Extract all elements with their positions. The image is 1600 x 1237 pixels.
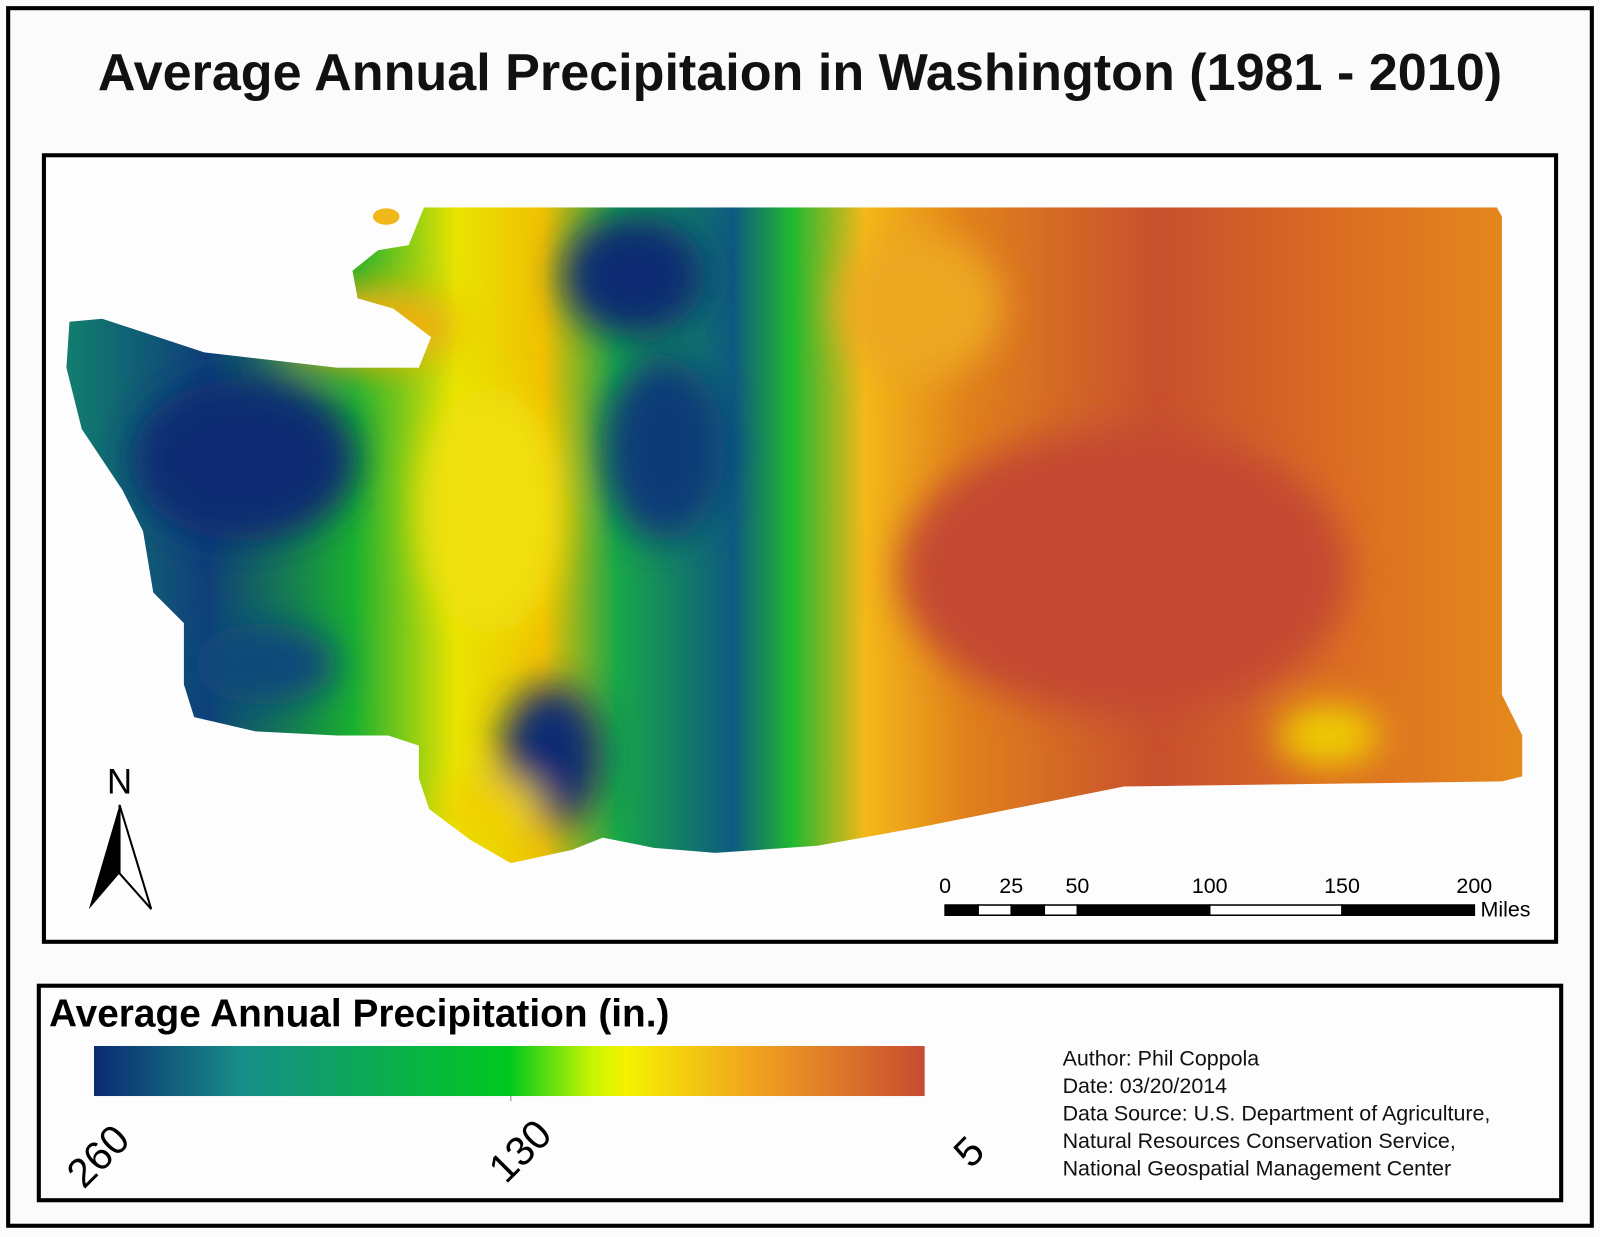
scale-bar-segment bbox=[977, 904, 1013, 917]
scale-bar-label: 100 bbox=[1192, 874, 1228, 898]
map-title: Average Annual Precipitaion in Washingto… bbox=[98, 44, 1502, 102]
scale-bar-segment bbox=[1208, 904, 1343, 917]
scale-bar-label: 0 bbox=[939, 874, 951, 898]
island bbox=[372, 208, 400, 225]
north-label: N bbox=[107, 764, 132, 802]
scale-bar-segment bbox=[1341, 904, 1476, 917]
credit-source-1: Data Source: U.S. Department of Agricult… bbox=[1063, 1102, 1491, 1126]
credit-source-2: Natural Resources Conservation Service, bbox=[1063, 1129, 1456, 1153]
credit-date: Date: 03/20/2014 bbox=[1063, 1074, 1228, 1098]
scale-bar-label: 25 bbox=[999, 874, 1023, 898]
scale-bar-segment bbox=[1043, 904, 1079, 917]
legend-title: Average Annual Precipitation (in.) bbox=[49, 993, 669, 1036]
scale-bar: 0 25 50 100 150 200 bbox=[939, 874, 1492, 917]
scale-bar-label: 200 bbox=[1456, 874, 1492, 898]
scale-bar-label: 50 bbox=[1065, 874, 1089, 898]
scale-bar-segment bbox=[1010, 904, 1046, 917]
scale-bar-label: 150 bbox=[1324, 874, 1360, 898]
scale-bar-segment bbox=[944, 904, 979, 917]
scale-unit: Miles bbox=[1480, 897, 1530, 921]
credit-source-3: National Geospatial Management Center bbox=[1063, 1157, 1452, 1181]
legend-color-ramp bbox=[93, 1045, 925, 1097]
credit-author: Author: Phil Coppola bbox=[1063, 1046, 1260, 1070]
credits: Author: Phil Coppola Date: 03/20/2014 Da… bbox=[1063, 1046, 1491, 1180]
north-arrow-right-half bbox=[118, 804, 153, 910]
scale-bar-segment bbox=[1076, 904, 1211, 917]
